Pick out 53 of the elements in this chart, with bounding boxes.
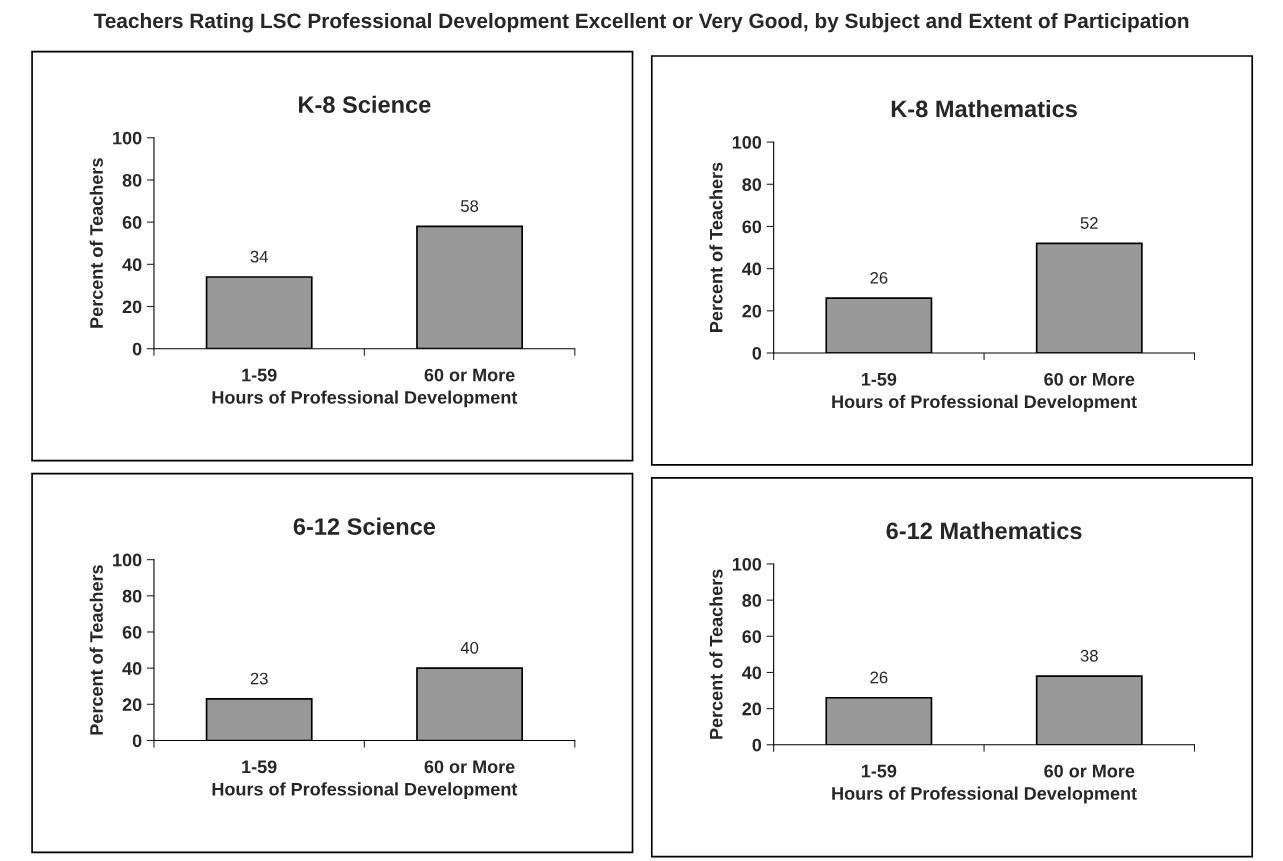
y-tick-label: 80 xyxy=(122,173,142,187)
x-axis-title: Hours of Professional Development xyxy=(212,782,518,800)
chart-title: 6-12 Science xyxy=(293,517,436,535)
y-tick-label: 20 xyxy=(742,702,762,716)
y-tick-label: 60 xyxy=(122,625,142,639)
x-tick-label: 60 or More xyxy=(424,760,515,774)
x-tick-label: 60 or More xyxy=(1044,372,1135,386)
y-tick-label: 60 xyxy=(122,216,142,229)
x-axis-title: Hours of Professional Development xyxy=(832,786,1137,804)
y-tick-label: 40 xyxy=(742,262,762,276)
x-tick-label: 1-59 xyxy=(242,760,277,774)
data-label: 40 xyxy=(460,641,479,654)
x-tick-label: 1-59 xyxy=(861,372,897,386)
x-tick-label: 60 or More xyxy=(1044,764,1135,778)
chart-title: 6-12 Mathematics xyxy=(886,521,1082,540)
y-tick-label: 20 xyxy=(122,300,142,314)
y-tick-label: 100 xyxy=(732,136,762,149)
data-label: 38 xyxy=(1080,649,1098,662)
y-tick-label: 0 xyxy=(132,342,142,356)
data-label: 34 xyxy=(250,250,268,263)
y-tick-label: 20 xyxy=(742,304,762,318)
y-tick-label: 0 xyxy=(132,734,142,748)
y-tick-label: 100 xyxy=(732,557,762,571)
y-tick-label: 20 xyxy=(122,698,142,712)
y-tick-label: 80 xyxy=(742,594,762,607)
x-tick-label: 60 or More xyxy=(424,368,515,382)
data-label: 26 xyxy=(870,271,888,284)
x-tick-label: 1-59 xyxy=(242,368,277,382)
x-tick-label: 1-59 xyxy=(861,764,897,778)
data-label: 26 xyxy=(870,671,888,684)
x-axis-title: Hours of Professional Development xyxy=(212,390,518,408)
y-axis-title: Percent of Teachers xyxy=(709,162,723,332)
y-tick-label: 100 xyxy=(113,553,142,567)
y-tick-label: 0 xyxy=(752,346,762,360)
y-tick-label: 80 xyxy=(122,589,142,603)
y-tick-label: 40 xyxy=(742,666,762,680)
y-tick-label: 60 xyxy=(742,630,762,643)
data-label: 58 xyxy=(460,200,479,212)
y-tick-label: 40 xyxy=(122,662,142,675)
y-axis-title: Percent of Teachers xyxy=(89,565,103,735)
y-tick-label: 60 xyxy=(742,220,762,234)
data-label: 52 xyxy=(1080,217,1098,229)
y-tick-label: 80 xyxy=(742,178,762,191)
x-axis-title: Hours of Professional Development xyxy=(832,394,1137,412)
chart-title: K-8 Science xyxy=(299,95,431,113)
y-axis-title: Percent of Teachers xyxy=(709,569,723,739)
chart-title: K-8 Mathematics xyxy=(891,99,1077,118)
text: Teachers Rating LSC Professional Development Excellent or Very Good, by Subject and Extent of Participation xyxy=(93,12,1189,33)
y-tick-label: 40 xyxy=(122,258,142,272)
y-axis-title: Percent of Teachers xyxy=(89,158,103,328)
data-label: 23 xyxy=(250,672,268,685)
y-tick-label: 100 xyxy=(113,131,142,145)
y-tick-label: 0 xyxy=(752,738,762,752)
